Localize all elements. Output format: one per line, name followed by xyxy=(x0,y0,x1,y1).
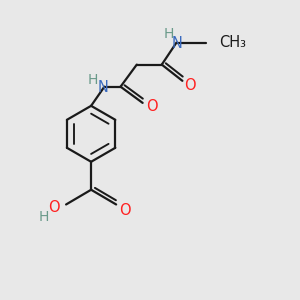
Text: O: O xyxy=(184,78,196,93)
Text: H: H xyxy=(164,27,174,41)
Text: CH₃: CH₃ xyxy=(219,35,246,50)
Text: O: O xyxy=(119,203,131,218)
Text: N: N xyxy=(172,36,182,51)
Text: H: H xyxy=(87,73,98,87)
Text: O: O xyxy=(146,99,157,114)
Text: N: N xyxy=(98,80,109,95)
Text: H: H xyxy=(38,210,49,224)
Text: O: O xyxy=(49,200,60,215)
